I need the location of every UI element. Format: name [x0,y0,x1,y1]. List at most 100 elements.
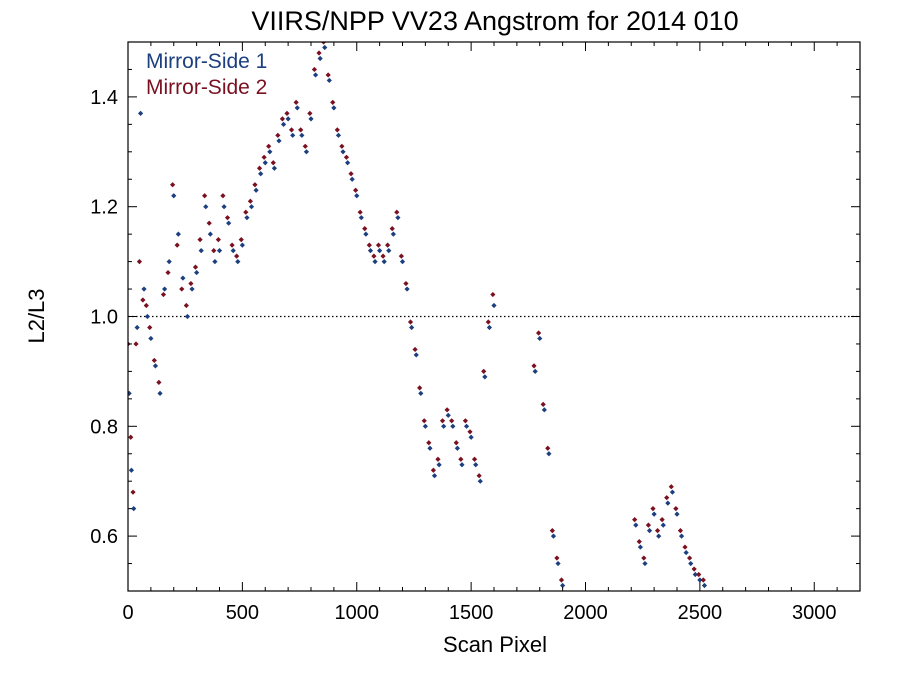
point-series2-20 [206,220,212,226]
point-series2-1 [128,434,134,440]
x-tick-label-3000: 3000 [792,602,837,624]
point-series1-57 [377,248,383,254]
point-series2-46 [325,72,331,78]
point-series1-51 [349,176,355,182]
point-series1-95 [656,533,662,539]
point-series2-72 [444,407,450,413]
point-series2-35 [275,132,281,138]
point-series1-102 [688,560,694,567]
x-tick-label-2000: 2000 [563,602,608,624]
point-series1-62 [399,259,406,265]
point-series2-8 [151,357,157,364]
point-series2-14 [179,286,185,292]
point-series1-47 [331,105,337,111]
point-series2-26 [234,253,240,259]
point-series1-73 [450,423,456,429]
point-series1-4 [137,110,144,116]
point-series1-65 [413,352,419,358]
point-series1-48 [335,132,342,138]
point-series1-87 [550,533,557,539]
x-axis-label: Scan Pixel [443,632,547,657]
point-series1-2 [131,506,137,512]
point-series2-51 [348,171,354,177]
point-series1-53 [358,215,364,221]
point-series1-100 [678,533,685,539]
point-series2-41 [302,143,308,149]
y-tick-label-3: 1.2 [90,197,118,219]
point-series2-18 [197,237,203,243]
point-series1-60 [390,231,396,237]
point-series1-36 [280,121,287,127]
point-series2-66 [417,385,423,391]
point-series2-104 [696,571,702,578]
point-series1-82 [491,302,497,309]
point-series1-59 [386,248,392,254]
point-series2-100 [677,528,684,534]
point-series1-52 [354,193,360,199]
point-series2-36 [279,116,286,122]
point-series2-27 [238,237,244,243]
point-series2-25 [229,242,235,248]
y-axis-label: L2/L3 [24,288,49,343]
point-series2-57 [375,242,382,248]
point-series1-50 [345,160,351,166]
point-series1-0 [128,390,132,396]
point-series1-75 [459,462,465,468]
point-series1-5 [141,286,147,292]
point-series2-78 [471,456,478,462]
legend-label-mirror-side-2: Mirror-Side 2 [146,76,267,99]
point-series2-68 [426,440,432,446]
plot-inner [128,42,860,589]
point-series2-74 [453,440,459,446]
point-series1-11 [166,259,172,265]
plot-area [128,42,860,589]
point-series1-90 [633,522,639,528]
point-series1-23 [221,204,227,210]
point-series2-24 [224,215,231,221]
point-series2-53 [357,209,363,215]
point-series2-63 [403,280,409,287]
point-series1-56 [372,259,378,265]
point-series1-94 [651,511,657,517]
point-series1-29 [248,204,255,210]
point-series2-39 [293,99,299,105]
y-tick-label-2: 1.0 [90,307,118,329]
point-series1-92 [642,560,648,567]
point-series1-1 [128,467,135,473]
point-series2-96 [659,517,665,523]
point-series2-37 [284,110,290,116]
point-series1-40 [299,132,305,138]
point-series2-11 [165,269,171,276]
point-series1-46 [326,77,332,84]
point-series1-88 [555,560,561,567]
point-series1-70 [436,462,442,468]
point-series1-54 [363,231,369,237]
point-series2-44 [316,50,322,56]
plot-frame [127,41,861,592]
point-series2-98 [668,484,674,490]
point-series1-19 [203,204,209,210]
point-series1-16 [189,286,195,292]
point-series1-37 [285,116,291,122]
point-series1-79 [477,478,483,484]
point-series2-23 [220,193,226,199]
point-series1-26 [235,259,241,265]
point-series1-99 [674,511,680,517]
point-series1-13 [175,231,181,237]
point-series2-81 [485,319,491,325]
point-series2-7 [147,324,153,331]
point-series2-48 [334,127,340,133]
point-series2-95 [654,528,661,534]
point-series2-64 [407,319,414,325]
point-series2-99 [673,506,679,512]
point-series2-71 [439,418,446,424]
point-series1-104 [697,577,703,583]
point-series2-33 [266,143,272,149]
point-series2-54 [362,226,368,232]
point-series1-64 [409,324,415,331]
point-series1-20 [207,231,213,237]
point-series1-43 [312,72,319,78]
point-series2-49 [339,143,345,149]
point-series2-31 [256,165,263,171]
